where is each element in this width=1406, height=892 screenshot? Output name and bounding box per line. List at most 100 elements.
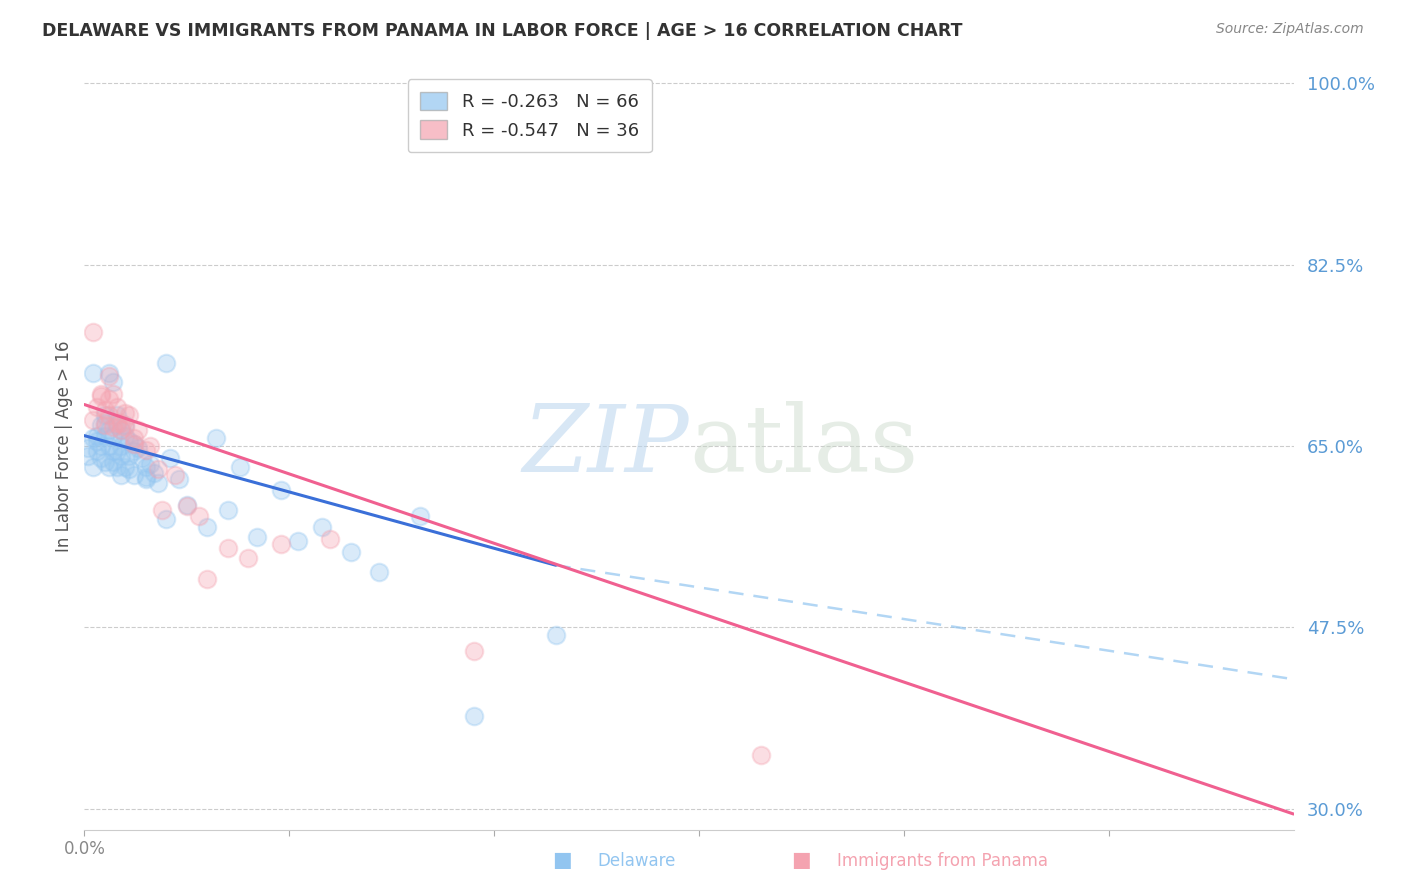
Point	[118, 434, 141, 448]
Text: atlas: atlas	[689, 401, 918, 491]
Point	[245, 530, 267, 544]
Point	[110, 439, 132, 453]
Point	[86, 400, 108, 414]
Point	[90, 439, 112, 453]
Point	[229, 459, 252, 474]
Point	[94, 418, 117, 433]
Point	[122, 468, 145, 483]
Point	[122, 431, 145, 445]
Point	[217, 541, 239, 555]
Point	[110, 450, 132, 464]
Point	[122, 437, 145, 451]
Point	[97, 408, 120, 422]
Point	[105, 418, 128, 433]
Point	[238, 551, 260, 566]
Point	[176, 499, 198, 513]
Point	[122, 444, 145, 458]
Text: ■: ■	[792, 850, 811, 870]
Point	[217, 503, 239, 517]
Point	[146, 462, 169, 476]
Point	[167, 472, 190, 486]
Text: ■: ■	[553, 850, 572, 870]
Point	[463, 644, 485, 658]
Point	[105, 416, 128, 430]
Point	[127, 424, 149, 438]
Point	[118, 408, 141, 422]
Text: Immigrants from Panama: Immigrants from Panama	[837, 852, 1047, 870]
Point	[409, 509, 432, 524]
Point	[159, 451, 181, 466]
Point	[101, 375, 124, 389]
Point	[97, 367, 120, 381]
Point	[114, 418, 136, 433]
Text: Source: ZipAtlas.com: Source: ZipAtlas.com	[1216, 22, 1364, 37]
Legend: R = -0.263   N = 66, R = -0.547   N = 36: R = -0.263 N = 66, R = -0.547 N = 36	[408, 79, 652, 153]
Point	[105, 444, 128, 458]
Point	[195, 572, 218, 586]
Point	[94, 402, 117, 417]
Point	[270, 483, 292, 497]
Point	[118, 450, 141, 464]
Point	[195, 520, 218, 534]
Point	[97, 439, 120, 453]
Point	[110, 468, 132, 483]
Point	[135, 443, 157, 458]
Point	[114, 459, 136, 474]
Point	[204, 431, 226, 445]
Point	[90, 418, 112, 433]
Point	[114, 420, 136, 434]
Point	[143, 466, 166, 480]
Point	[97, 368, 120, 383]
Point	[86, 444, 108, 458]
Point	[114, 406, 136, 420]
Point	[270, 537, 292, 551]
Point	[82, 367, 104, 381]
Point	[82, 325, 104, 339]
Point	[749, 747, 772, 762]
Point	[135, 472, 157, 486]
Point	[94, 454, 117, 468]
Point	[105, 400, 128, 414]
Point	[463, 708, 485, 723]
Point	[311, 520, 333, 534]
Point	[150, 503, 173, 517]
Point	[127, 441, 149, 455]
Point	[101, 454, 124, 468]
Point	[90, 387, 112, 401]
Point	[86, 434, 108, 448]
Point	[146, 476, 169, 491]
Point	[77, 450, 100, 464]
Point	[101, 428, 124, 442]
Point	[339, 545, 361, 559]
Y-axis label: In Labor Force | Age > 16: In Labor Force | Age > 16	[55, 340, 73, 552]
Point	[368, 566, 391, 580]
Point	[97, 392, 120, 407]
Point	[544, 628, 567, 642]
Point	[110, 424, 132, 438]
Point	[139, 457, 162, 471]
Point	[122, 437, 145, 451]
Point	[131, 451, 153, 466]
Point	[94, 408, 117, 422]
Point	[155, 356, 177, 370]
Point	[163, 468, 186, 483]
Point	[97, 424, 120, 438]
Point	[82, 413, 104, 427]
Point	[319, 533, 342, 547]
Point	[105, 459, 128, 474]
Point	[97, 459, 120, 474]
Point	[86, 428, 108, 442]
Point	[94, 428, 117, 442]
Point	[287, 534, 309, 549]
Point	[90, 451, 112, 466]
Point	[139, 439, 162, 453]
Point	[105, 408, 128, 422]
Point	[82, 459, 104, 474]
Point	[101, 420, 124, 434]
Text: ZIP: ZIP	[522, 401, 689, 491]
Point	[110, 424, 132, 438]
Point	[94, 416, 117, 430]
Point	[101, 444, 124, 458]
Point	[188, 509, 211, 524]
Point	[155, 511, 177, 525]
